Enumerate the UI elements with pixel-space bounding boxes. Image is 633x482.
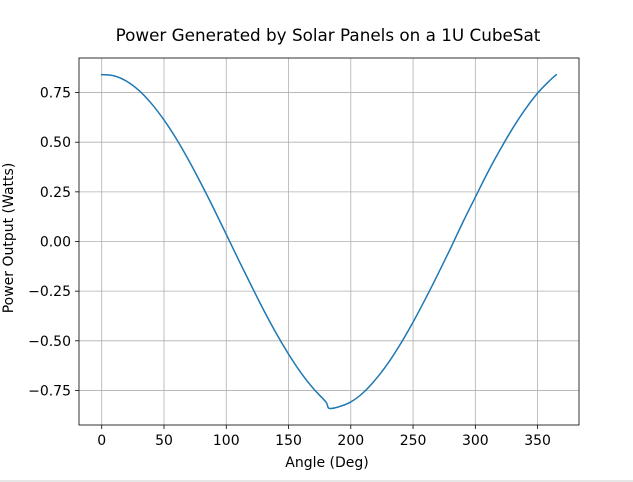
y-tick-label: −0.75 bbox=[28, 383, 71, 399]
power-output-line bbox=[100, 73, 558, 410]
y-axis-label: Power Output (Watts) bbox=[1, 163, 17, 314]
grid-lines bbox=[79, 58, 579, 425]
y-axis-ticks: −0.75 −0.50 −0.25 0.00 0.25 0.50 0.75 bbox=[28, 86, 79, 399]
series-layer bbox=[100, 73, 558, 410]
x-tick-label: 350 bbox=[524, 433, 551, 449]
y-tick-label: 0.25 bbox=[40, 185, 71, 201]
x-axis-ticks: 0 50 100 150 200 250 300 350 bbox=[97, 425, 551, 449]
y-tick-label: −0.50 bbox=[28, 334, 71, 350]
x-tick-label: 200 bbox=[337, 433, 364, 449]
x-axis-label: Angle (Deg) bbox=[285, 455, 369, 471]
y-tick-label: 0.50 bbox=[40, 135, 71, 151]
x-tick-label: 100 bbox=[213, 433, 240, 449]
x-tick-label: 150 bbox=[275, 433, 302, 449]
window-bottom-edge bbox=[0, 480, 633, 482]
chart-title: Power Generated by Solar Panels on a 1U … bbox=[116, 25, 541, 45]
x-tick-label: 300 bbox=[462, 433, 489, 449]
y-tick-label: 0.75 bbox=[40, 86, 71, 102]
x-tick-label: 250 bbox=[400, 433, 427, 449]
y-tick-label: −0.25 bbox=[28, 284, 71, 300]
y-tick-label: 0.00 bbox=[40, 235, 71, 251]
x-tick-label: 0 bbox=[97, 433, 106, 449]
x-tick-label: 50 bbox=[155, 433, 173, 449]
